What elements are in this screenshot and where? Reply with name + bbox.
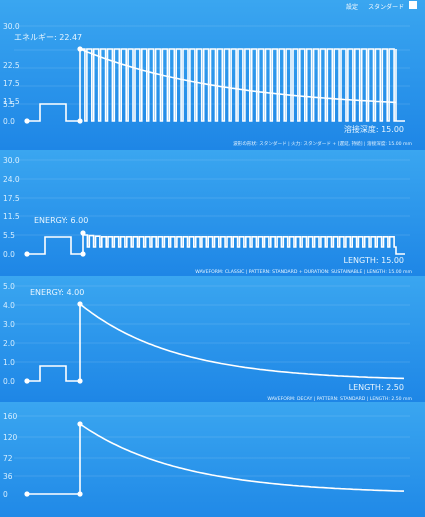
standard-toggle[interactable]: スタンダード [368,1,417,11]
waveform-chart-3: 5.0 4.0 3.0 2.0 1.0 0.0 ENERGY: 4.00 LEN… [0,276,425,402]
y-axis-ticks: 30.0 22.5 17.5 11.5 5.5 0.0 [3,22,20,126]
y-tick: 160 [3,412,18,421]
energy-label: エネルギー: 22.47 [14,33,82,42]
waveform-node [24,251,30,257]
y-tick: 5.5 [3,231,15,240]
waveform-line [27,233,405,255]
waveform-line [27,302,405,382]
waveform-nodes [24,421,83,497]
footer-info: 波形の形状: スタンダード | 火力: スタンダード + [遅延, 持続] | … [233,140,412,147]
y-tick: 2.0 [3,339,15,348]
length-label: LENGTH: 15.00 [344,256,404,265]
y-tick: 30.0 [3,156,20,165]
y-tick: 0.0 [3,377,15,386]
decay-envelope [79,48,397,104]
y-tick: 17.5 [3,79,20,88]
waveform-nodes [24,46,397,124]
y-tick: 0.0 [3,250,15,259]
y-tick: 72 [3,454,13,463]
waveform-node [77,421,83,427]
grid-lines [14,159,410,236]
waveform-node [77,378,83,384]
standard-label: スタンダード [368,4,405,11]
waveform-node [80,251,86,257]
waveform-nodes [24,301,83,384]
y-tick: 24.0 [3,175,20,184]
y-tick: 30.0 [3,22,20,31]
waveform-node [24,118,30,124]
waveform-chart-2: 30.0 24.0 17.5 11.5 5.5 0.0 ENERGY: 6.00… [0,150,425,276]
waveform-node [24,491,30,497]
waveform-chart-1: 30.0 22.5 17.5 11.5 5.5 0.0 エネルギー: 22.47… [0,0,425,150]
y-tick: 1.0 [3,358,15,367]
y-tick: 22.5 [3,61,20,70]
length-label: LENGTH: 2.50 [349,383,404,392]
y-tick: 5.5 [3,100,15,109]
waveform-node [77,491,83,497]
y-axis-ticks: 5.0 4.0 3.0 2.0 1.0 0.0 [3,282,15,386]
y-tick: 11.5 [3,212,20,221]
y-tick: 120 [3,433,18,442]
waveform-panel-2: 30.0 24.0 17.5 11.5 5.5 0.0 ENERGY: 6.00… [0,150,425,276]
waveform-panel-1: 30.0 22.5 17.5 11.5 5.5 0.0 エネルギー: 22.47… [0,0,425,150]
y-tick: 0.0 [3,117,15,126]
waveform-node [77,301,83,307]
header-bar: 設定 スタンダード [346,0,417,12]
footer-info: WAVEFORM: CLASSIC | PATTERN: STANDARD + … [195,269,412,275]
waveform-panel-3: 5.0 4.0 3.0 2.0 1.0 0.0 ENERGY: 4.00 LEN… [0,276,425,402]
waveform-chart-4: 160 120 72 36 0 [0,402,425,517]
y-tick: 17.5 [3,194,20,203]
y-tick: 4.0 [3,301,15,310]
settings-label[interactable]: 設定 [346,3,359,11]
energy-label: ENERGY: 6.00 [34,216,88,225]
length-label: 溶接深度: 15.00 [344,124,404,134]
waveform-node [24,378,30,384]
footer-info: WAVEFORM: DECAY | PATTERN: STANDARD | LE… [267,396,412,402]
waveform-line [27,48,405,122]
waveform-panel-4: 160 120 72 36 0 [0,402,425,517]
y-tick: 36 [3,472,13,481]
y-tick: 3.0 [3,320,15,329]
waveform-node [77,46,83,52]
waveform-line [27,422,404,495]
y-axis-ticks: 30.0 24.0 17.5 11.5 5.5 0.0 [3,156,20,259]
y-tick: 11.5 [3,97,20,106]
waveform-node [80,230,86,236]
energy-label: ENERGY: 4.00 [30,288,84,297]
y-tick: 0 [3,490,8,499]
checkbox-icon[interactable] [409,1,417,9]
y-tick: 5.0 [3,282,15,291]
waveform-nodes [24,230,86,257]
waveform-node [77,118,83,124]
y-axis-ticks: 160 120 72 36 0 [3,412,18,499]
